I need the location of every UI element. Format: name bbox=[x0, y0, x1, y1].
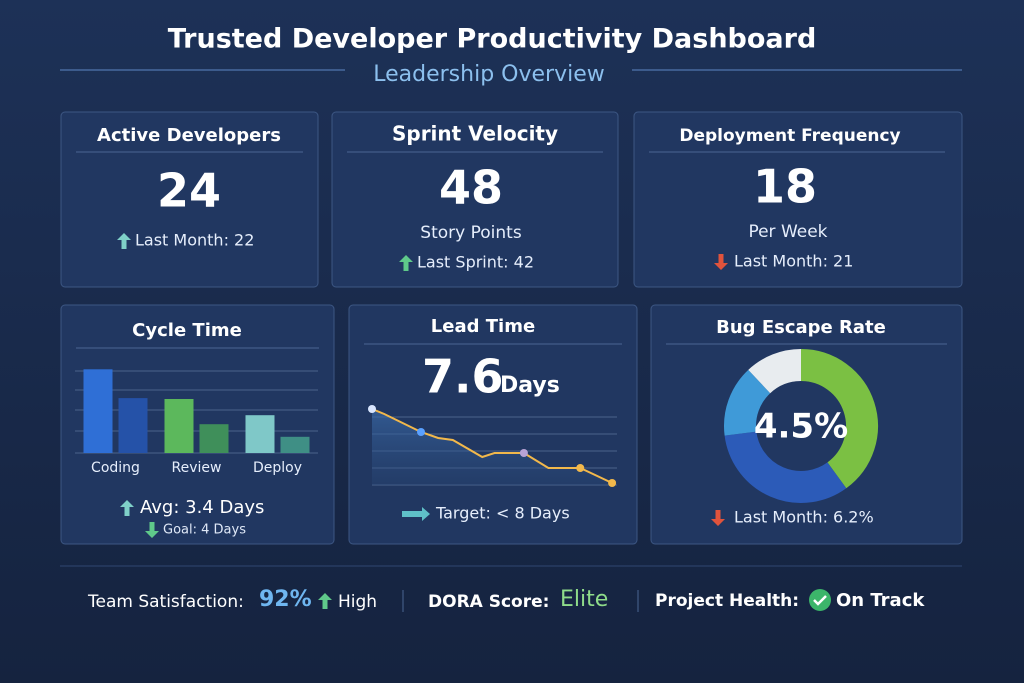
card bbox=[60, 304, 335, 545]
arrow-icon bbox=[399, 255, 413, 271]
footer-label: Team Satisfaction: bbox=[87, 592, 244, 612]
point bbox=[368, 405, 376, 413]
card bbox=[633, 111, 963, 288]
comparison: Last Month: 21 bbox=[734, 252, 853, 271]
x-tick-label: Deploy bbox=[253, 460, 302, 476]
x-tick-label: Coding bbox=[91, 460, 140, 476]
goal: Goal: 4 Days bbox=[163, 523, 246, 538]
card-title: Lead Time bbox=[431, 316, 535, 337]
point bbox=[519, 449, 528, 457]
card-title: Sprint Velocity bbox=[392, 122, 558, 146]
comparison: Last Month: 6.2% bbox=[734, 508, 874, 527]
arrow-icon bbox=[711, 510, 725, 526]
card-title: Bug Escape Rate bbox=[716, 317, 886, 338]
arrow-icon bbox=[120, 500, 134, 516]
card bbox=[331, 111, 619, 288]
donut-center-label: 4.5% bbox=[754, 407, 848, 447]
check-icon bbox=[813, 595, 827, 606]
donut-segment bbox=[724, 430, 847, 503]
line bbox=[371, 408, 613, 484]
card-title: Deployment Frequency bbox=[679, 126, 900, 146]
metric-unit: Days bbox=[500, 373, 560, 398]
bar bbox=[199, 424, 229, 453]
arrow-icon bbox=[117, 233, 131, 249]
point bbox=[608, 479, 617, 487]
check-icon bbox=[809, 589, 831, 611]
bar bbox=[118, 398, 148, 453]
bar bbox=[83, 369, 113, 453]
donut-segment bbox=[800, 349, 878, 489]
bar bbox=[245, 415, 275, 453]
card-title: Cycle Time bbox=[132, 320, 242, 341]
x-tick-label: Review bbox=[172, 460, 222, 476]
bar bbox=[280, 436, 310, 453]
target: Target: < 8 Days bbox=[435, 504, 570, 523]
footer-value: On Track bbox=[836, 590, 925, 611]
point bbox=[417, 428, 425, 436]
donut-segment bbox=[748, 349, 802, 394]
title: Trusted Developer Productivity Dashboard bbox=[168, 24, 817, 55]
metric-value: 7.6 bbox=[422, 350, 504, 404]
footer-label: DORA Score: bbox=[428, 592, 549, 612]
metric-value: 48 bbox=[439, 161, 503, 215]
card-title: Active Developers bbox=[97, 125, 281, 146]
comparison: Last Sprint: 42 bbox=[417, 253, 534, 272]
footer-value: Elite bbox=[560, 587, 608, 612]
arrow-icon bbox=[318, 593, 332, 609]
line-area bbox=[372, 409, 613, 485]
arrow-icon bbox=[402, 507, 430, 521]
summary: Avg: 3.4 Days bbox=[140, 497, 264, 518]
metric-unit: Story Points bbox=[420, 223, 522, 243]
metric-unit: Per Week bbox=[748, 222, 827, 242]
comparison: Last Month: 22 bbox=[135, 231, 254, 250]
metric-value: 18 bbox=[753, 160, 817, 214]
metric-value: 24 bbox=[157, 164, 221, 218]
point bbox=[576, 464, 585, 472]
footer-label: Project Health: bbox=[655, 591, 799, 611]
subtitle: Leadership Overview bbox=[373, 62, 604, 87]
footer-status: High bbox=[338, 592, 377, 612]
bar bbox=[164, 399, 194, 453]
arrow-icon bbox=[145, 522, 159, 538]
footer-value: 92% bbox=[259, 587, 312, 612]
card bbox=[650, 304, 963, 545]
arrow-icon bbox=[714, 254, 728, 270]
donut-segment bbox=[724, 369, 771, 436]
